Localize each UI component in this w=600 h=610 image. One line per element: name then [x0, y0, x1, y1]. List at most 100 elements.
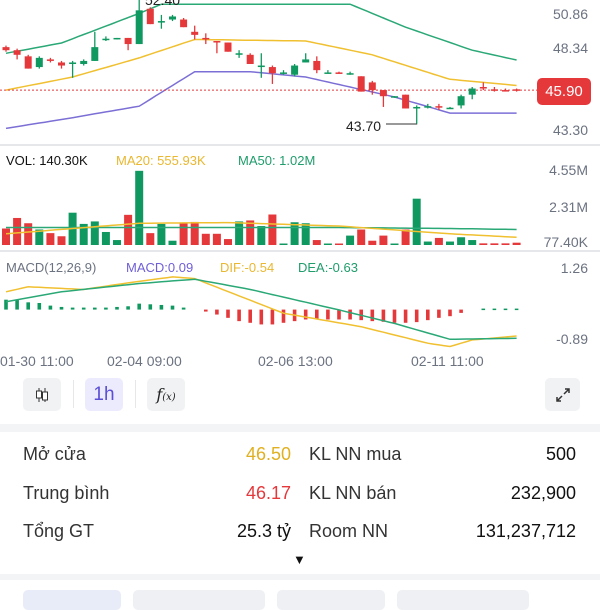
volume-label: VOL: 140.30K	[6, 153, 88, 168]
candle-body	[191, 32, 198, 35]
volume-bar	[335, 244, 343, 245]
interval-button[interactable]: 1h	[85, 378, 123, 411]
stat-value: 131,237,712	[476, 521, 576, 542]
section-divider	[0, 424, 600, 432]
candle-body	[91, 47, 98, 61]
volume-bar	[180, 223, 188, 245]
macd-hist-bar	[71, 308, 75, 310]
candle-body	[69, 62, 76, 64]
candle-body	[324, 72, 331, 74]
volume-bar	[479, 243, 487, 245]
bottom-tab[interactable]	[277, 590, 385, 610]
macd-hist-bar	[326, 310, 330, 320]
bottom-tab[interactable]	[23, 590, 121, 610]
candle-body	[358, 76, 365, 91]
candle-body	[380, 90, 387, 96]
candle-body	[336, 72, 343, 74]
macd-hist-bar	[126, 306, 130, 309]
volume-bar	[346, 236, 354, 245]
dif-label: DIF:-0.54	[220, 260, 274, 275]
macd-hist-bar	[82, 308, 86, 310]
macd-hist-bar	[260, 310, 264, 325]
bottom-tab[interactable]	[397, 590, 529, 610]
candle-body	[502, 90, 509, 92]
macd-hist-bar	[149, 304, 153, 309]
macd-hist-bar	[115, 307, 119, 310]
macd-hist-bar	[15, 300, 19, 310]
stock-chart[interactable]	[0, 0, 600, 350]
volume-bar	[135, 171, 143, 245]
macd-hist-bar	[38, 303, 42, 310]
volume-bar	[13, 218, 21, 245]
candle-body	[169, 16, 176, 19]
vol-ma50-label: MA50: 1.02M	[238, 153, 315, 168]
macd-hist-bar	[504, 309, 508, 311]
candle-body	[313, 61, 320, 70]
candle-body	[269, 67, 276, 73]
volume-bar	[235, 221, 243, 245]
bottom-tab[interactable]	[133, 590, 265, 610]
macd-hist-bar	[426, 310, 430, 321]
volume-bar	[435, 238, 443, 245]
volume-bar	[169, 241, 177, 245]
volume-bar	[280, 244, 288, 245]
bollinger-upper-line	[6, 4, 517, 60]
macd-hist-bar	[93, 308, 97, 310]
indicator-button[interactable]: f(x)	[147, 378, 185, 411]
macd-hist-bar	[448, 310, 452, 317]
macd-hist-bar	[437, 310, 441, 318]
macd-hist-bar	[459, 310, 463, 313]
chart-type-button[interactable]	[23, 378, 61, 411]
macd-hist-bar	[348, 310, 352, 320]
stat-label: Room NN	[309, 521, 388, 542]
candle-body	[291, 66, 298, 75]
macd-title: MACD(12,26,9)	[6, 260, 96, 275]
volume-bar	[513, 243, 521, 245]
candle-body	[491, 89, 498, 91]
stat-label: Trung bình	[23, 483, 109, 504]
macd-value-label: MACD:0.09	[126, 260, 193, 275]
volume-bar	[413, 199, 421, 245]
volume-bar	[46, 233, 54, 245]
expand-stats-toggle[interactable]: ▼	[293, 552, 306, 567]
bollinger-lower-line	[6, 72, 517, 129]
macd-hist-bar	[271, 310, 275, 325]
macd-hist-bar	[137, 304, 141, 310]
volume-bar	[202, 234, 210, 245]
stat-value: 46.17	[246, 483, 291, 504]
fullscreen-button[interactable]	[545, 378, 580, 411]
candle-body	[102, 39, 109, 41]
macd-hist-bar	[60, 307, 64, 310]
candle-body	[447, 108, 454, 110]
macd-panel	[4, 277, 518, 347]
macd-hist-bar	[515, 309, 519, 311]
candle-body	[180, 20, 187, 28]
candle-body	[513, 89, 520, 91]
section-divider	[0, 574, 600, 580]
volume-bar	[224, 239, 232, 245]
stat-label: KL NN mua	[309, 444, 401, 465]
candle-body	[36, 58, 43, 67]
candle-body	[147, 9, 154, 24]
volume-axis-label: 2.31M	[549, 199, 588, 215]
macd-axis-label: 1.26	[561, 260, 588, 276]
candle-body	[58, 62, 65, 65]
macd-hist-bar	[371, 310, 375, 322]
macd-hist-bar	[104, 308, 108, 310]
candle-body	[236, 53, 243, 55]
stat-value: 500	[546, 444, 576, 465]
candle-body	[158, 21, 165, 23]
volume-bar	[402, 230, 410, 245]
expand-icon	[555, 387, 571, 403]
candle-body	[258, 66, 265, 68]
candle-body	[302, 59, 309, 62]
macd-hist-bar	[337, 310, 341, 320]
volume-bar	[379, 236, 387, 245]
volume-bar	[457, 237, 465, 245]
candle-body	[202, 38, 209, 40]
volume-bar	[368, 241, 376, 245]
macd-hist-bar	[160, 305, 164, 310]
stat-value: 232,900	[511, 483, 576, 504]
candle-body	[47, 59, 54, 61]
candle-body	[424, 106, 431, 108]
